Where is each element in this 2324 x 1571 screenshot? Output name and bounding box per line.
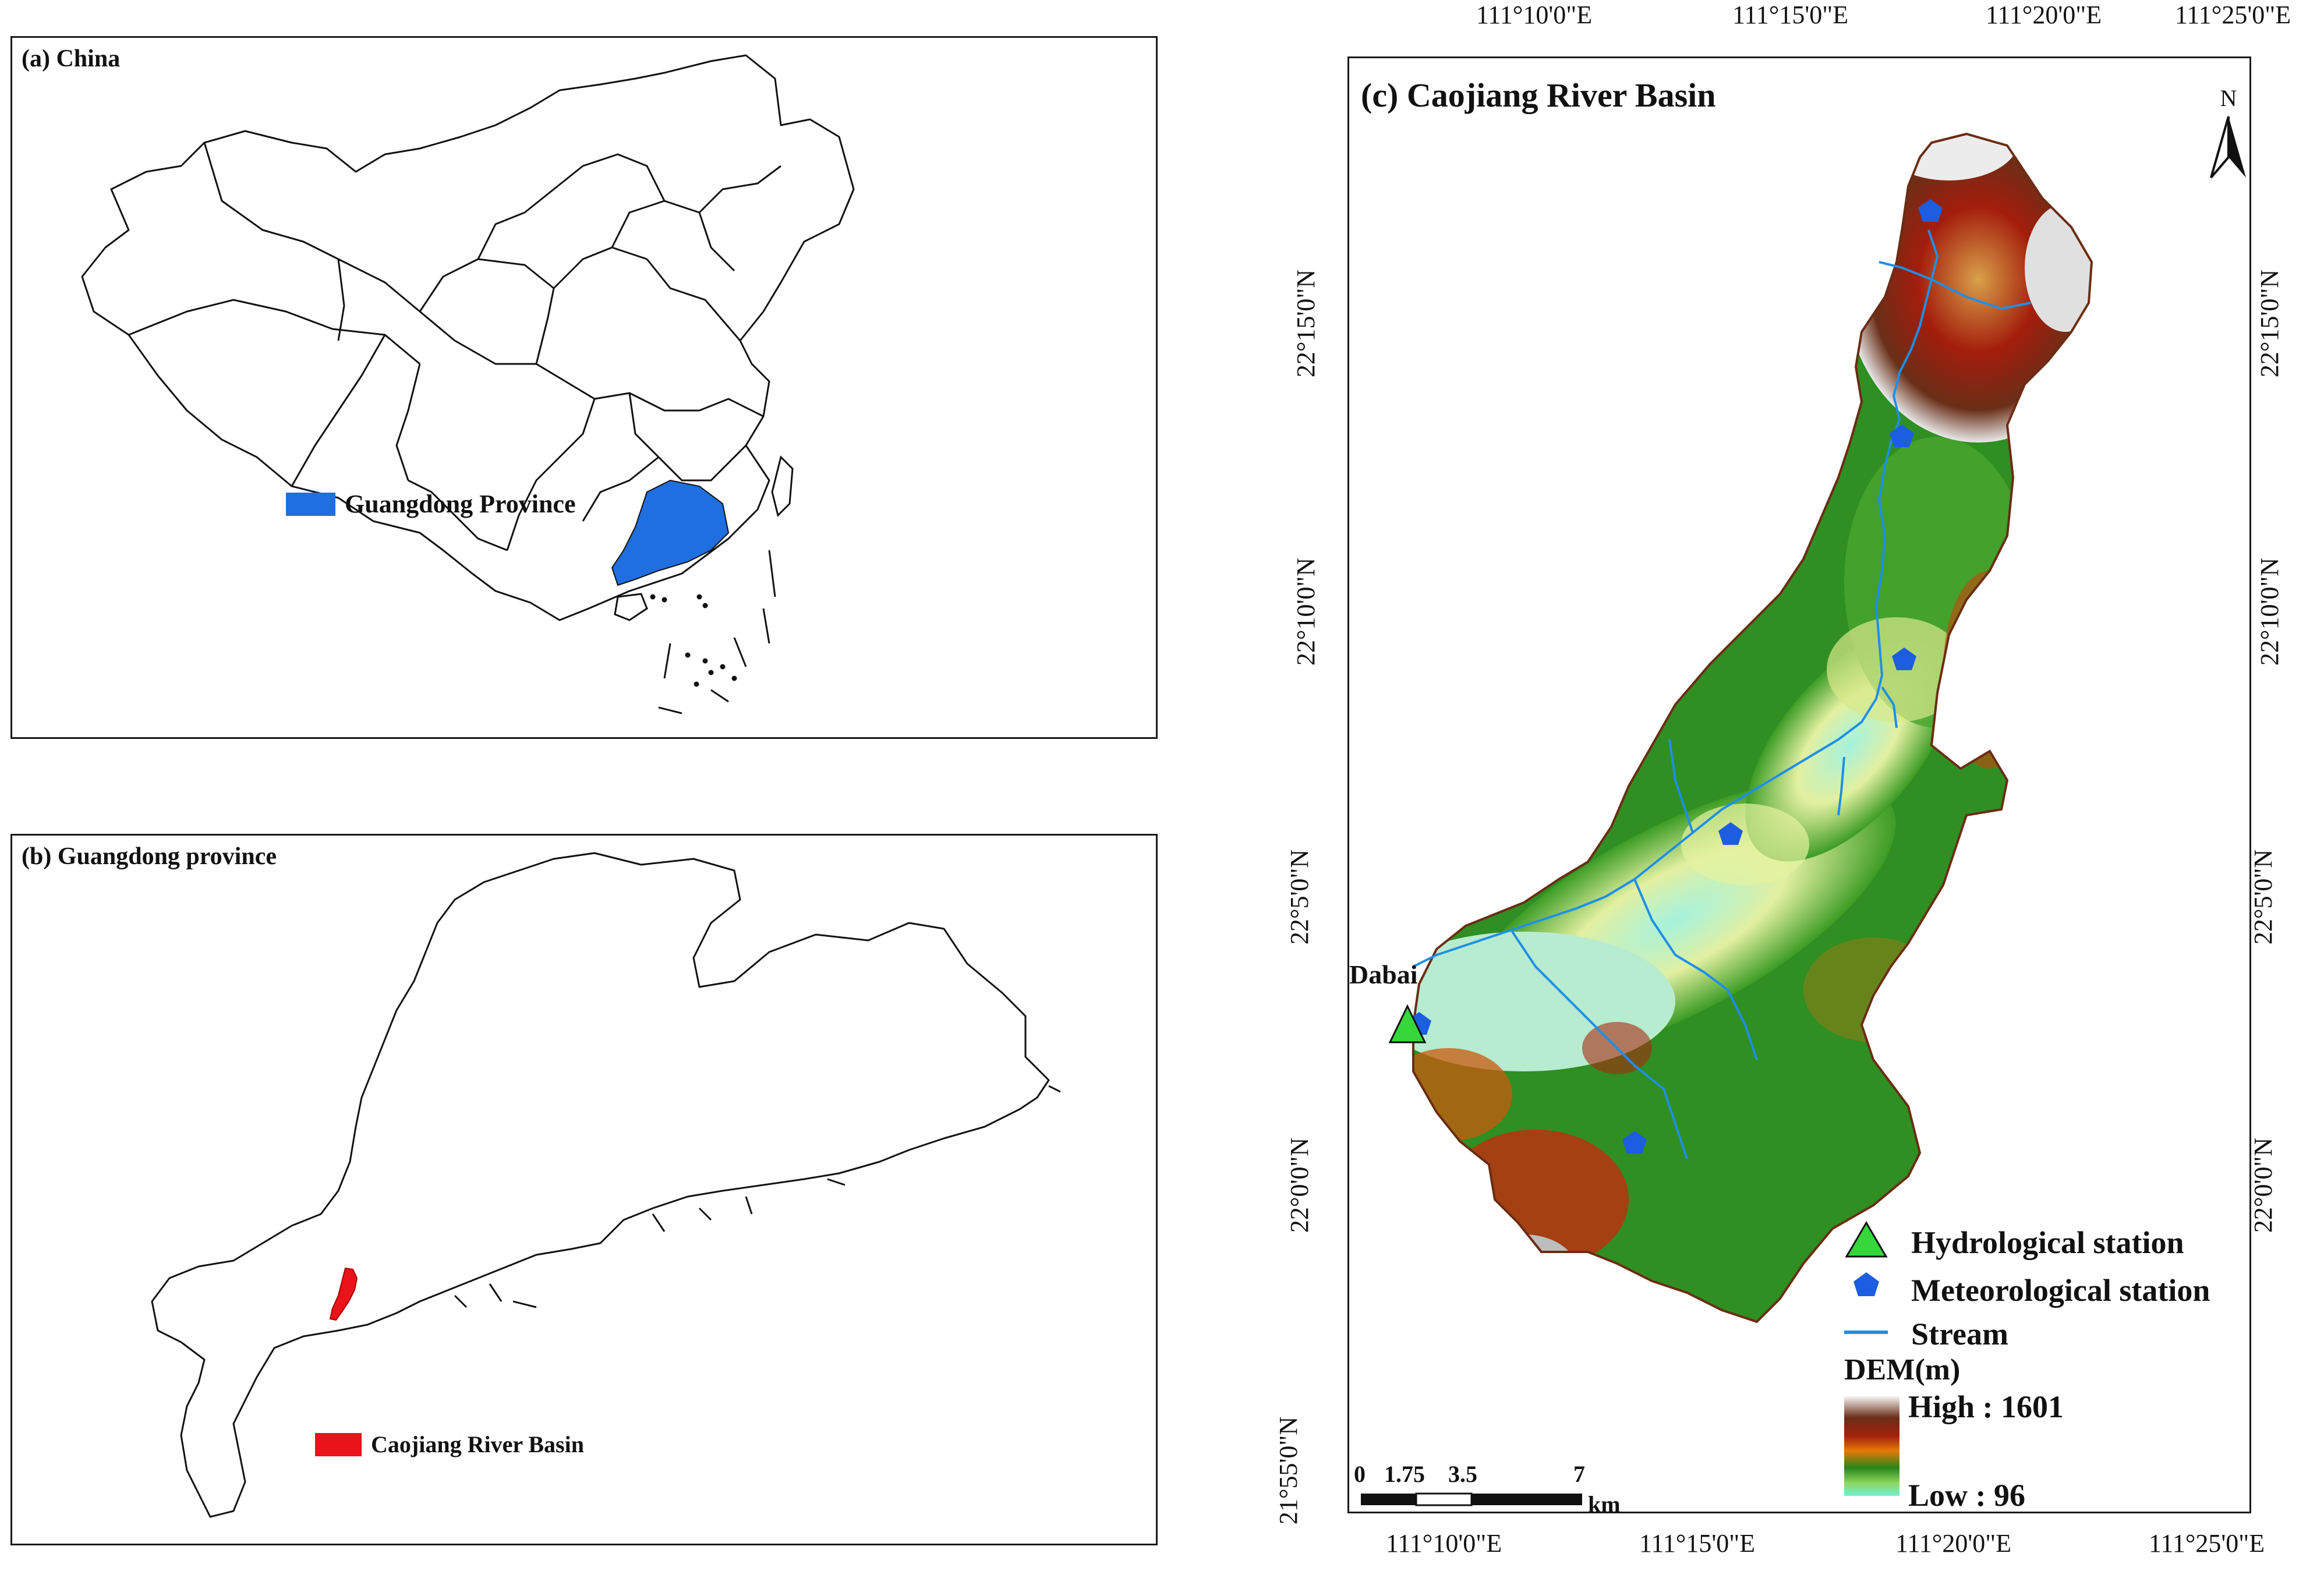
dem-map [1361,132,2093,1506]
top-lon-label-4: 111°25'0"E [2175,1,2291,29]
bottom-lon-label-3: 111°20'0"E [1895,1529,2012,1558]
stream-trib-4 [1633,879,1758,1060]
scale-tick-2: 3.5 [1448,1461,1477,1487]
guangdong-highlight [611,479,730,586]
scale-tick-1: 1.75 [1384,1461,1425,1487]
stream-trib-3 [1511,930,1688,1159]
caojiang-basin-highlight [329,1267,358,1321]
left-lat-label-1: 22°15'0"N [1292,269,1321,378]
panel-b-legend: Caojiang River Basin [315,1431,584,1458]
panel-a-legend: Guangdong Province [286,489,575,519]
bottom-lon-label-2: 111°15'0"E [1639,1529,1756,1558]
meteorological-station-marker [1892,647,1916,670]
right-lat-label-4: 22°0'0"N [2249,1137,2278,1233]
hainan-island [614,593,648,621]
stream-network [1413,229,2031,1159]
south-sea-islands [650,550,776,714]
guangdong-map [151,852,1061,1518]
meteorological-station-marker [1622,1131,1647,1154]
top-lon-label-2: 111°15'0"E [1732,1,1849,29]
legend-hydrological: Hydrological station [1911,1225,2184,1261]
left-lat-label-3: 22°5'0"N [1285,849,1314,945]
guangdong-legend-swatch [286,492,335,516]
china-outline [81,54,855,621]
north-arrow-icon: N [2205,84,2249,186]
scale-tick-3: 7 [1573,1461,1585,1487]
stream-trib-7 [1879,261,1932,281]
bottom-lon-label-4: 111°25'0"E [2149,1529,2265,1558]
caojiang-legend-swatch [315,1432,362,1456]
caojiang-legend-label: Caojiang River Basin [371,1431,584,1457]
dem-legend-title: DEM(m) [1844,1353,1961,1386]
meteorological-station-marker [1918,199,1943,222]
top-lon-label-1: 111°10'0"E [1476,1,1593,29]
legend-hydrological-label: Hydrological station [1911,1225,2184,1260]
dem-low-label: Low : 96 [1908,1478,2025,1513]
scale-bar [1361,1492,1582,1506]
hydrological-station-marker [1388,1004,1427,1043]
left-lat-label-4: 22°0'0"N [1285,1137,1314,1233]
legend-meteorological-symbol [1853,1272,1879,1296]
china-province-lines [128,142,781,551]
scale-tick-0: 0 [1354,1461,1366,1487]
bottom-lon-label-1: 111°10'0"E [1386,1529,1502,1558]
guangdong-coast-islands [454,1085,1061,1308]
stream-trib-6 [1931,278,2031,310]
stream-trib-5 [1668,739,1694,833]
panel-china-map: (a) China Guangdong Province [10,36,1158,739]
basin-boundary [1412,132,2093,1324]
legend-stream: Stream [1911,1316,2008,1352]
panel-guangdong-map: (b) Guangdong province Caojiang River Ba… [10,834,1158,1545]
left-lat-label-2: 22°10'0"N [1292,557,1321,666]
china-map [81,54,855,714]
panel-caojiang-dem-map: (c) Caojiang River Basin [1347,56,2251,1513]
dem-color-ramp [1844,1396,1899,1496]
hydrological-station-label: Dabai [1349,960,1418,989]
panel-b-title: (b) Guangdong province [22,843,277,870]
north-label: N [2220,85,2237,111]
legend-hydrological-symbol [1845,1221,1888,1258]
top-lon-label-3: 111°20'0"E [1986,1,2102,29]
right-lat-label-1: 22°15'0"N [2255,269,2284,378]
meteorological-station-marker [1890,424,1914,447]
stream-trib-2 [1881,686,1898,728]
legend-meteorological-label: Meteorological station [1911,1273,2210,1308]
meteorological-stations [1407,199,1943,1154]
dem-high-label: High : 1601 [1908,1389,2064,1424]
panel-c-title: (c) Caojiang River Basin [1361,76,1716,114]
legend-stream-label: Stream [1911,1317,2008,1351]
stream-main [1413,229,1939,968]
right-lat-label-2: 22°10'0"N [2255,557,2284,666]
left-lat-label-5: 21°55'0"N [1274,1416,1303,1525]
stream-trib-1 [1837,756,1845,816]
guangdong-legend-label: Guangdong Province [345,490,576,518]
legend-meteorological: Meteorological station [1911,1272,2210,1308]
scale-unit: km [1588,1491,1621,1513]
taiwan-island [771,455,794,517]
guangdong-outline [151,852,1050,1518]
panel-a-title: (a) China [22,45,121,72]
meteorological-station-marker [1718,822,1743,845]
right-lat-label-3: 22°5'0"N [2249,849,2278,945]
